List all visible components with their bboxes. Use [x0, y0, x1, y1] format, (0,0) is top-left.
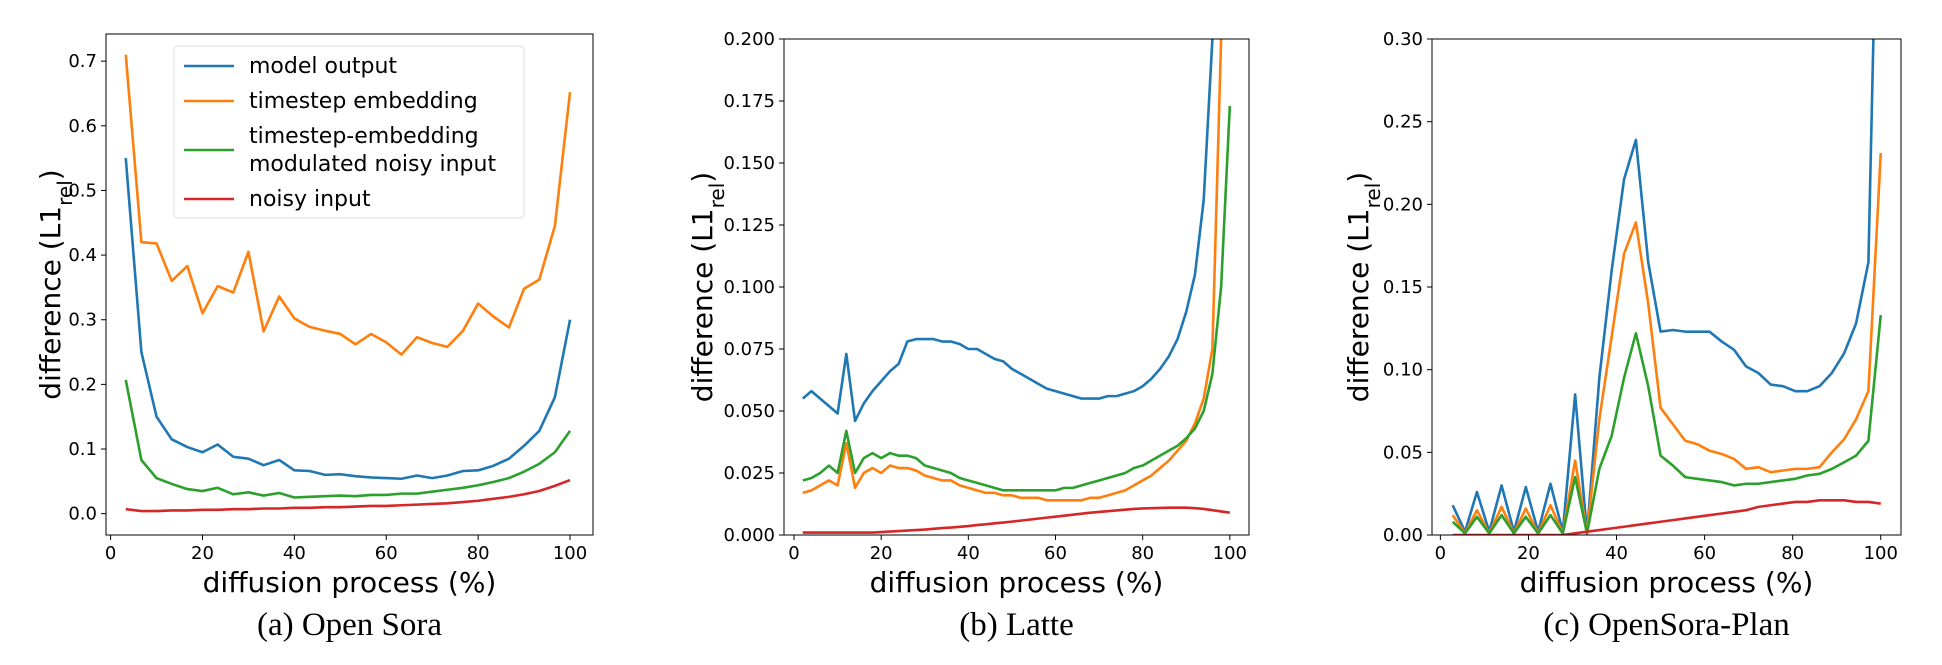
- y-tick-label: 0.30: [1383, 29, 1423, 50]
- legend-label: timestep embedding: [249, 89, 478, 114]
- x-tick-label: 60: [375, 543, 398, 564]
- y-tick-label: 0.125: [723, 215, 775, 236]
- x-tick-label: 20: [1517, 543, 1540, 564]
- x-tick-label: 80: [467, 543, 490, 564]
- y-axis-label-part: difference (L1: [1342, 208, 1375, 402]
- x-tick-label: 100: [553, 543, 587, 564]
- y-axis-label-part: rel: [1361, 183, 1385, 209]
- series-line: [1451, 39, 1875, 535]
- y-axis-label-part: ): [34, 169, 67, 180]
- y-tick-label: 0.20: [1383, 194, 1423, 215]
- caption: (b) Latte: [959, 607, 1074, 643]
- y-axis-label: difference (L1rel): [686, 172, 729, 402]
- series-line: [125, 478, 571, 513]
- series-line: [1452, 498, 1881, 535]
- x-tick-label: 80: [1781, 543, 1804, 564]
- y-tick-label: 0.100: [723, 277, 775, 298]
- y-tick-label: 0.200: [723, 29, 775, 50]
- x-tick-label: 20: [870, 543, 893, 564]
- y-tick-label: 0.0: [68, 504, 97, 525]
- legend-label: noisy input: [249, 187, 371, 212]
- y-tick-label: 0.05: [1383, 442, 1423, 463]
- series-line: [124, 379, 572, 499]
- y-tick-label: 0.7: [68, 51, 97, 72]
- legend-label-line: timestep embedding: [249, 89, 478, 114]
- y-tick-label: 0.25: [1383, 112, 1423, 133]
- y-axis-label-part: ): [1342, 172, 1375, 183]
- series-line: [124, 54, 572, 356]
- y-tick-label: 0.175: [723, 91, 775, 112]
- x-tick-label: 80: [1131, 543, 1154, 564]
- x-tick-label: 40: [283, 543, 306, 564]
- axes-frame: [105, 33, 594, 536]
- series-line: [802, 506, 1231, 534]
- y-axis-label-part: difference (L1: [686, 208, 719, 402]
- y-tick-label: 0.050: [723, 401, 775, 422]
- x-tick-label: 60: [1693, 543, 1716, 564]
- x-tick-label: 40: [957, 543, 980, 564]
- series-line: [802, 105, 1232, 492]
- x-axis-label: diffusion process (%): [1520, 566, 1814, 599]
- y-axis-label-part: difference (L1: [34, 206, 67, 400]
- x-axis-label: diffusion process (%): [203, 566, 497, 599]
- y-tick-label: 0.4: [68, 245, 97, 266]
- y-axis-label-part: rel: [705, 183, 729, 209]
- caption: (a) Open Sora: [257, 607, 442, 643]
- y-tick-label: 0.6: [68, 116, 97, 137]
- y-axis-label: difference (L1rel): [1342, 172, 1385, 402]
- legend-label-line: timestep-embedding: [249, 124, 479, 149]
- x-tick-label: 100: [1213, 543, 1247, 564]
- legend-label: timestep-embedding modulated noisy input: [249, 124, 496, 177]
- x-tick-label: 0: [1435, 543, 1446, 564]
- y-tick-label: 0.075: [723, 339, 775, 360]
- legend-label: model output: [249, 54, 397, 79]
- y-tick-label: 0.025: [723, 463, 775, 484]
- y-tick-label: 0.5: [68, 180, 97, 201]
- series-line: [1451, 153, 1883, 535]
- y-tick-label: 0.1: [68, 439, 97, 460]
- x-tick-label: 60: [1044, 543, 1067, 564]
- x-axis-label: diffusion process (%): [870, 566, 1164, 599]
- legend-frame: [173, 45, 525, 219]
- y-tick-label: 0.00: [1383, 525, 1423, 546]
- x-tick-label: 100: [1864, 543, 1898, 564]
- y-axis-label: difference (L1rel): [34, 169, 77, 399]
- x-tick-label: 0: [105, 543, 116, 564]
- series-line: [802, 39, 1223, 502]
- y-tick-label: 0.15: [1383, 277, 1423, 298]
- legend-label-line: modulated noisy input: [249, 152, 496, 177]
- series-line: [124, 158, 572, 481]
- series-line: [1451, 314, 1883, 535]
- y-tick-label: 0.2: [68, 374, 97, 395]
- caption: (c) OpenSora-Plan: [1543, 607, 1790, 643]
- y-tick-label: 0.10: [1383, 360, 1423, 381]
- legend: model output timestep embedding timestep-e…: [173, 45, 525, 219]
- x-tick-label: 0: [788, 543, 799, 564]
- y-axis-label-part: rel: [53, 180, 77, 206]
- series-line: [801, 39, 1214, 423]
- y-axis-label-part: ): [686, 172, 719, 183]
- legend-label-line: model output: [249, 54, 397, 79]
- x-tick-label: 40: [1605, 543, 1628, 564]
- y-tick-label: 0.3: [68, 310, 97, 331]
- legend-label-line: noisy input: [249, 187, 371, 212]
- x-tick-label: 20: [191, 543, 214, 564]
- y-tick-label: 0.000: [723, 525, 775, 546]
- y-tick-label: 0.150: [723, 153, 775, 174]
